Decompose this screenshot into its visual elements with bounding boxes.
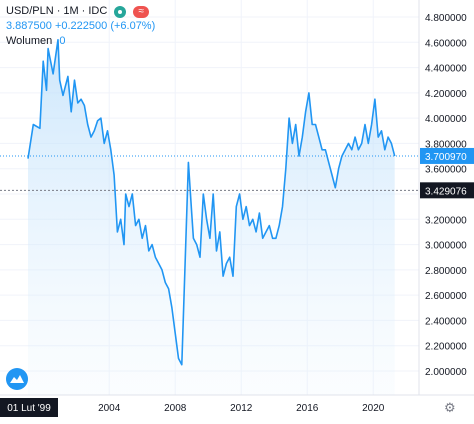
price-row: 3.887500 +0.222500 (+6.07%)	[6, 19, 155, 34]
last-price: 3.887500	[6, 20, 52, 32]
x-axis[interactable]: 2004 2008 2012 2016 2020 01 Lut '99	[0, 398, 385, 417]
volume-row[interactable]: Wolumen 0	[6, 34, 155, 49]
x-tick-label: 2012	[230, 403, 253, 414]
y-tick-label: 3.600000	[425, 165, 467, 176]
volume-label: Wolumen	[6, 35, 53, 47]
y-tick-label: 2.200000	[425, 342, 467, 353]
x-start-label: 01 Lut '99	[7, 403, 51, 414]
x-start-label-bg	[0, 398, 58, 417]
x-tick-label: 2020	[362, 403, 385, 414]
y-tick-label: 2.000000	[425, 367, 467, 378]
reference-price-label-bg	[420, 182, 474, 199]
x-tick-label: 2004	[98, 403, 121, 414]
gear-icon[interactable]: ⚙	[444, 400, 456, 415]
y-tick-label: 3.000000	[425, 241, 467, 252]
volume-value: 0	[59, 35, 66, 47]
y-tick-label: 4.800000	[425, 13, 467, 24]
market-status-badge[interactable]: ≈	[133, 5, 150, 18]
chart-legend: USD/PLN · 1M · IDC ≈ 3.887500 +0.222500 …	[6, 4, 155, 49]
y-tick-label: 4.200000	[425, 89, 467, 100]
data-source: IDC	[88, 5, 108, 17]
interval[interactable]: 1M	[63, 5, 79, 17]
series-area	[28, 39, 395, 396]
price-change: +0.222500 (+6.07%)	[54, 20, 156, 32]
y-tick-label: 2.600000	[425, 291, 467, 302]
green-dot-icon	[114, 5, 127, 18]
y-tick-label: 4.600000	[425, 38, 467, 49]
symbol-name[interactable]: USD/PLN	[6, 5, 54, 17]
x-tick-label: 2008	[164, 403, 187, 414]
separator: ·	[81, 5, 86, 17]
symbol-row[interactable]: USD/PLN · 1M · IDC ≈	[6, 4, 155, 19]
series-line	[27, 39, 396, 366]
y-tick-label: 3.800000	[425, 139, 467, 150]
y-tick-label: 4.000000	[425, 114, 467, 125]
tradingview-logo-icon[interactable]	[6, 368, 28, 390]
logo-mark-icon	[10, 375, 24, 383]
y-tick-label: 2.800000	[425, 266, 467, 277]
y-tick-label: 4.400000	[425, 64, 467, 75]
current-price-label-bg	[420, 147, 474, 164]
y-tick-label: 2.400000	[425, 316, 467, 327]
price-labels: 3.700970 3.429076	[420, 147, 474, 199]
current-price-label: 3.700970	[425, 152, 467, 163]
y-tick-label: 3.200000	[425, 215, 467, 226]
reference-price-label: 3.429076	[425, 186, 467, 197]
separator: ·	[56, 5, 61, 17]
x-tick-label: 2016	[296, 403, 319, 414]
